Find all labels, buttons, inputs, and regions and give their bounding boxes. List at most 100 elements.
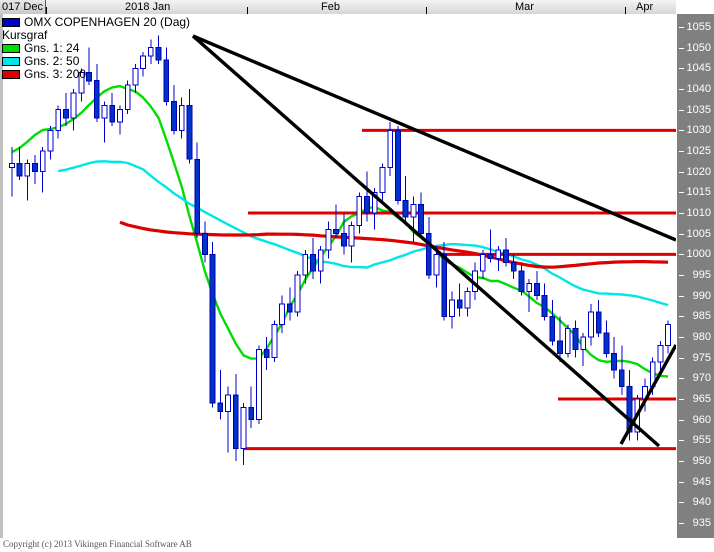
candle-35 — [279, 295, 286, 333]
price-tick-1015 — [679, 192, 684, 194]
date-axis-end-gap — [676, 0, 714, 14]
price-label-1005: 1005 — [686, 227, 711, 240]
plot-left-edge — [0, 14, 3, 538]
candle-34 — [271, 320, 278, 362]
ma1-color-swatch — [2, 44, 20, 53]
price-tick-935 — [679, 523, 684, 524]
candle-79 — [618, 345, 625, 395]
price-label-1035: 1035 — [686, 103, 711, 116]
ma2-label: Gns. 2: 50 — [24, 54, 80, 68]
price-label-1040: 1040 — [686, 83, 711, 95]
price-tick-975 — [679, 357, 684, 359]
candle-28 — [225, 386, 231, 453]
candle-46 — [364, 171, 370, 222]
price-label-965: 965 — [692, 393, 711, 405]
candle-78 — [611, 337, 618, 379]
trendline-uptrend-lower — [619, 344, 676, 445]
price-tick-1045 — [679, 68, 684, 70]
candle-37 — [294, 270, 301, 317]
date-label-4: Apr — [636, 1, 654, 13]
candle-26 — [209, 241, 216, 408]
price-tick-1000 — [679, 254, 684, 256]
candle-15 — [124, 80, 131, 114]
candle-0 — [9, 146, 15, 197]
candle-17 — [140, 51, 146, 77]
price-tick-980 — [679, 337, 684, 338]
price-tick-1050 — [679, 47, 684, 49]
price-axis[interactable]: 1055 1050 1045 1040 1035 1030 1025 1020 1015 1010… — [676, 14, 714, 538]
price-label-980: 980 — [692, 331, 711, 343]
chart-plot-area[interactable] — [0, 14, 676, 538]
price-label-970: 970 — [692, 372, 711, 385]
candle-2 — [24, 159, 31, 201]
candle-51 — [402, 175, 409, 226]
candle-71 — [557, 316, 564, 362]
price-axis-footer-gap — [676, 538, 714, 552]
candle-75 — [588, 303, 594, 346]
price-label-1030: 1030 — [686, 124, 711, 137]
candle-30 — [240, 403, 247, 466]
candle-40 — [317, 246, 324, 284]
candle-69 — [541, 283, 548, 321]
price-tick-1020 — [679, 171, 684, 173]
candle-67 — [526, 279, 533, 313]
candle-66 — [518, 262, 525, 296]
date-label-0: 017 Dec — [2, 1, 43, 13]
candle-9 — [78, 68, 85, 102]
candle-42 — [333, 204, 340, 238]
candle-54 — [425, 217, 432, 280]
instrument-label: OMX COPENHAGEN 20 (Dag) — [24, 15, 191, 29]
price-label-990: 990 — [692, 289, 711, 302]
candle-36 — [286, 287, 293, 321]
date-tick-1 — [247, 7, 248, 14]
price-tick-1035 — [679, 109, 684, 111]
copyright-text: Copyright (c) 2013 Vikingen Financial So… — [3, 539, 192, 549]
price-tick-990 — [679, 295, 684, 297]
price-label-950: 950 — [692, 455, 711, 467]
candle-57 — [449, 291, 455, 329]
price-label-985: 985 — [692, 310, 711, 323]
candle-58 — [456, 283, 463, 317]
legend-ma3-row: Gns. 3: 200 — [2, 68, 190, 81]
candle-41 — [325, 221, 332, 259]
date-tick-2 — [426, 7, 427, 14]
candle-3 — [32, 155, 38, 185]
date-label-2: Feb — [321, 1, 340, 13]
candle-70 — [549, 299, 556, 346]
trendline-downtrend-upper — [192, 34, 676, 242]
legend-instrument-row: OMX COPENHAGEN 20 (Dag) — [2, 16, 190, 29]
candle-23 — [186, 89, 193, 164]
price-label-960: 960 — [692, 413, 711, 426]
candle-50 — [395, 126, 401, 205]
candle-4 — [39, 146, 46, 193]
price-label-1025: 1025 — [686, 145, 711, 157]
price-label-940: 940 — [692, 496, 711, 509]
candle-12 — [101, 101, 108, 143]
candle-38 — [302, 250, 309, 284]
candle-52 — [410, 196, 417, 242]
candle-45 — [356, 192, 363, 234]
date-axis-corner — [0, 0, 46, 14]
candle-20 — [163, 47, 170, 106]
price-label-995: 995 — [692, 269, 711, 281]
candle-53 — [418, 192, 425, 238]
price-label-1050: 1050 — [686, 41, 711, 54]
price-label-1020: 1020 — [686, 165, 711, 178]
legend-subtitle: Kursgraf — [2, 28, 48, 42]
candle-32 — [256, 345, 262, 424]
date-axis[interactable]: 017 Dec 2018 Jan Feb Mar Apr — [0, 0, 714, 15]
price-label-1010: 1010 — [686, 207, 711, 219]
candle-14 — [117, 105, 123, 135]
candle-85 — [665, 320, 672, 354]
candle-43 — [341, 213, 347, 255]
candle-19 — [155, 35, 162, 65]
candle-44 — [348, 221, 355, 263]
price-tick-985 — [679, 316, 684, 318]
candle-5 — [47, 126, 54, 160]
ma-line-24 — [11, 84, 669, 378]
candle-77 — [603, 320, 610, 358]
ma-line-50 — [57, 160, 669, 307]
price-tick-970 — [679, 378, 684, 380]
candle-49 — [387, 122, 394, 176]
candle-84 — [657, 341, 664, 371]
